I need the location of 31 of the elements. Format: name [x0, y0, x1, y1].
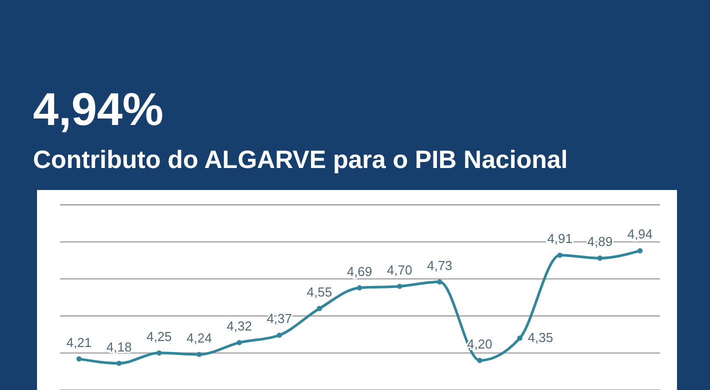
point [637, 248, 643, 254]
chart-subtitle: Contributo do ALGARVE para o PIB Nacional [33, 146, 568, 174]
data-label: 4,18 [106, 339, 132, 354]
data-label: 4,89 [587, 234, 613, 250]
data-label: 4,25 [146, 328, 172, 344]
data-label: 4,37 [266, 311, 292, 326]
point [236, 340, 242, 346]
point [316, 306, 322, 312]
point [276, 332, 282, 338]
point [76, 356, 82, 362]
point [356, 285, 362, 290]
data-label: 4,35 [528, 330, 554, 346]
data-label: 4,69 [346, 264, 372, 279]
point [557, 252, 562, 258]
point [597, 256, 603, 261]
data-label: 4,55 [306, 284, 332, 300]
data-label: 4,70 [386, 262, 412, 278]
data-label: 4,94 [627, 226, 653, 242]
point [396, 284, 402, 289]
data-label: 4,32 [226, 318, 252, 334]
point [437, 279, 442, 284]
data-label: 4,73 [426, 258, 452, 273]
point [156, 350, 162, 356]
point [116, 360, 122, 366]
data-label: 4,91 [547, 231, 573, 246]
point [517, 336, 522, 341]
chart-title: 4,94% [33, 83, 164, 135]
data-label: 4,24 [186, 330, 212, 346]
point [477, 358, 482, 363]
point [196, 352, 202, 358]
data-label: 4,21 [66, 334, 92, 350]
